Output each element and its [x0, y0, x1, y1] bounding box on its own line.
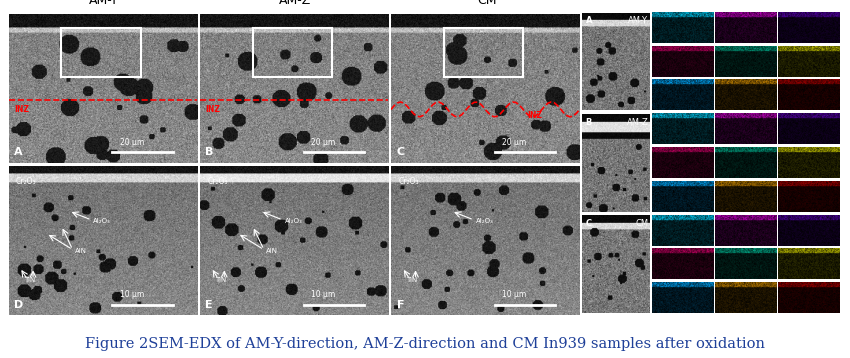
Text: Al₂O₃: Al₂O₃	[476, 218, 494, 224]
Text: AM-Z: AM-Z	[280, 0, 311, 7]
Text: INZ: INZ	[206, 105, 220, 114]
Text: F: F	[397, 300, 404, 310]
Text: B: B	[206, 147, 214, 158]
Text: A: A	[586, 16, 592, 25]
Text: TiN: TiN	[24, 277, 35, 283]
Text: D: D	[14, 300, 24, 310]
Text: B: B	[586, 118, 592, 127]
Bar	[444, 28, 523, 77]
Text: CM: CM	[635, 219, 649, 228]
Text: 20 μm: 20 μm	[311, 138, 336, 147]
Text: E: E	[206, 300, 213, 310]
Text: A: A	[14, 147, 23, 158]
Text: Al₂O₃: Al₂O₃	[285, 218, 303, 224]
Bar	[252, 28, 332, 77]
Text: C: C	[586, 219, 592, 228]
Text: AM-Y: AM-Y	[628, 16, 649, 25]
Text: 20 μm: 20 μm	[120, 138, 145, 147]
Text: INZ: INZ	[527, 111, 541, 120]
Text: TiN: TiN	[406, 277, 417, 283]
Text: Cr₂O₃: Cr₂O₃	[16, 177, 37, 186]
Text: CM: CM	[477, 0, 496, 7]
Text: AlN: AlN	[266, 248, 278, 253]
Text: INZ: INZ	[14, 105, 29, 114]
Text: TiN: TiN	[215, 277, 226, 283]
Text: AM-Y: AM-Y	[89, 0, 119, 7]
Bar	[61, 28, 140, 77]
Text: C: C	[397, 147, 405, 158]
Text: 10 μm: 10 μm	[120, 290, 145, 299]
Text: 10 μm: 10 μm	[311, 290, 336, 299]
Text: Cr₂O₃: Cr₂O₃	[207, 177, 228, 186]
Text: AM-Z: AM-Z	[626, 118, 649, 127]
Text: Al₂O₃: Al₂O₃	[94, 218, 111, 224]
Text: 10 μm: 10 μm	[502, 290, 527, 299]
Text: AlN: AlN	[75, 248, 87, 253]
Text: Cr₂O₃: Cr₂O₃	[399, 177, 419, 186]
Text: Figure 2SEM-EDX of AM-Y-direction, AM-Z-direction and CM In939 samples after oxi: Figure 2SEM-EDX of AM-Y-direction, AM-Z-…	[85, 337, 765, 351]
Text: 20 μm: 20 μm	[502, 138, 527, 147]
